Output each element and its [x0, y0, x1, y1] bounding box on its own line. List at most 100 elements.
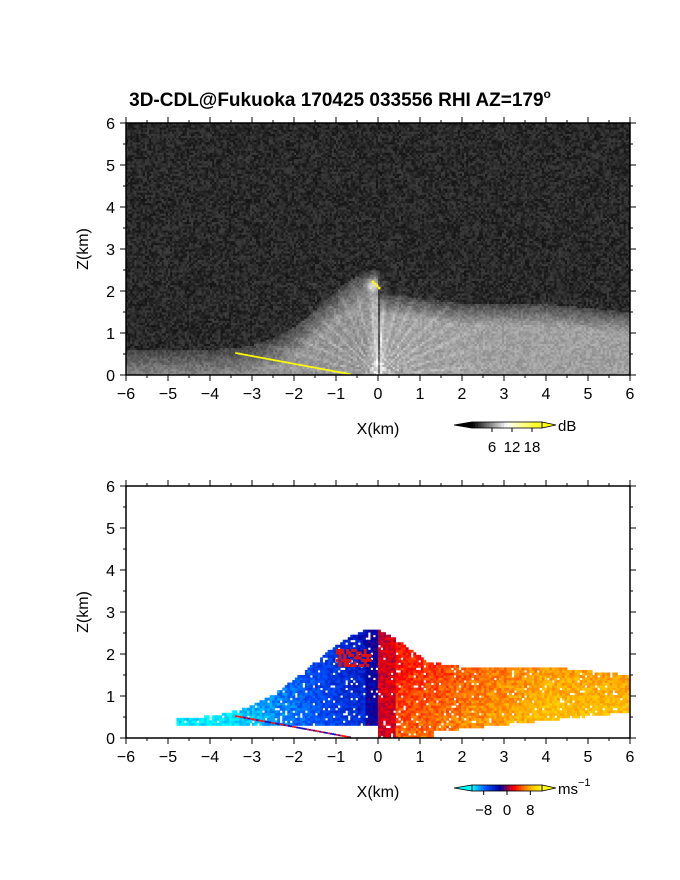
backscatter-cell — [126, 335, 129, 338]
backscatter-cell — [155, 358, 158, 361]
backscatter-cell — [138, 335, 142, 338]
backscatter-cell — [144, 261, 148, 265]
backscatter-cell — [142, 211, 146, 214]
backscatter-cell — [136, 129, 139, 132]
backscatter-cell — [144, 196, 148, 199]
backscatter-cell — [149, 146, 152, 149]
backscatter-cell — [130, 141, 133, 145]
backscatter-cell — [147, 173, 150, 176]
backscatter-cell — [151, 278, 154, 281]
backscatter-cell — [153, 297, 156, 300]
backscatter-cell — [157, 148, 160, 151]
backscatter-cell — [132, 299, 135, 302]
backscatter-cell — [151, 295, 154, 298]
backscatter-cell — [140, 280, 144, 283]
backscatter-cell — [128, 318, 131, 321]
backscatter-cell — [151, 307, 154, 311]
backscatter-cell — [132, 265, 135, 269]
backscatter-cell — [134, 139, 137, 143]
backscatter-cell — [144, 301, 148, 304]
backscatter-cell — [144, 286, 148, 290]
backscatter-cell — [140, 223, 144, 227]
backscatter-cell — [128, 364, 131, 367]
backscatter-cell — [140, 196, 144, 199]
backscatter-cell — [157, 368, 160, 372]
backscatter-cell — [155, 131, 158, 134]
backscatter-cell — [147, 230, 150, 233]
backscatter-cell — [132, 259, 135, 262]
backscatter-cell — [153, 158, 156, 162]
backscatter-cell — [132, 370, 135, 374]
backscatter-cell — [147, 223, 150, 227]
backscatter-cell — [142, 244, 146, 248]
backscatter-cell — [151, 162, 154, 166]
backscatter-cell — [138, 183, 142, 187]
backscatter-cell — [142, 337, 146, 340]
backscatter-cell — [149, 150, 152, 153]
backscatter-cell — [132, 282, 135, 286]
backscatter-cell — [149, 188, 152, 191]
backscatter-cell — [138, 223, 142, 227]
backscatter-cell — [138, 305, 142, 309]
backscatter-cell — [142, 282, 146, 286]
backscatter-cell — [149, 257, 152, 260]
backscatter-cell — [157, 295, 160, 298]
backscatter-cell — [140, 288, 144, 292]
backscatter-cell — [144, 360, 148, 363]
backscatter-cell — [149, 156, 152, 160]
backscatter-cell — [128, 320, 131, 323]
backscatter-cell — [147, 320, 150, 323]
backscatter-cell — [144, 251, 148, 254]
backscatter-cell — [153, 221, 156, 225]
backscatter-cell — [149, 165, 152, 168]
backscatter-cell — [151, 242, 154, 246]
backscatter-cell — [132, 278, 135, 281]
backscatter-cell — [151, 223, 154, 227]
backscatter-cell — [144, 282, 148, 286]
backscatter-cell — [151, 158, 154, 162]
backscatter-cell — [157, 232, 160, 235]
backscatter-cell — [153, 146, 156, 149]
backscatter-cell — [147, 188, 150, 191]
backscatter-cell — [126, 370, 129, 374]
backscatter-cell — [126, 280, 129, 283]
backscatter-cell — [142, 339, 146, 342]
backscatter-cell — [153, 272, 156, 275]
backscatter-cell — [153, 139, 156, 143]
backscatter-cell — [132, 139, 135, 143]
backscatter-cell — [136, 335, 139, 338]
backscatter-cell — [147, 251, 150, 254]
backscatter-cell — [153, 217, 156, 220]
backscatter-cell — [130, 133, 133, 136]
backscatter-cell — [130, 284, 133, 288]
backscatter-cell — [144, 200, 148, 204]
backscatter-cell — [130, 230, 133, 233]
backscatter-cell — [147, 322, 150, 325]
backscatter-cell — [144, 330, 148, 334]
backscatter-cell — [142, 225, 146, 229]
backscatter-cell — [144, 215, 148, 218]
backscatter-cell — [155, 162, 158, 166]
backscatter-cell — [144, 207, 148, 210]
backscatter-cell — [130, 259, 133, 262]
backscatter-cell — [151, 196, 154, 199]
backscatter-cell — [128, 278, 131, 281]
backscatter-cell — [126, 202, 129, 206]
backscatter-cell — [134, 179, 137, 183]
backscatter-cell — [157, 337, 160, 340]
backscatter-cell — [138, 177, 142, 181]
backscatter-cell — [144, 211, 148, 214]
backscatter-cell — [153, 154, 156, 157]
backscatter-cell — [144, 202, 148, 206]
backscatter-cell — [128, 228, 131, 231]
backscatter-cell — [151, 326, 154, 330]
backscatter-cell — [149, 125, 152, 128]
backscatter-cell — [155, 183, 158, 187]
backscatter-cell — [134, 192, 137, 195]
backscatter-cell — [134, 249, 137, 252]
backscatter-cell — [142, 144, 146, 147]
backscatter-cell — [151, 181, 154, 185]
backscatter-cell — [136, 148, 139, 151]
backscatter-cell — [149, 221, 152, 225]
backscatter-cell — [157, 190, 160, 193]
